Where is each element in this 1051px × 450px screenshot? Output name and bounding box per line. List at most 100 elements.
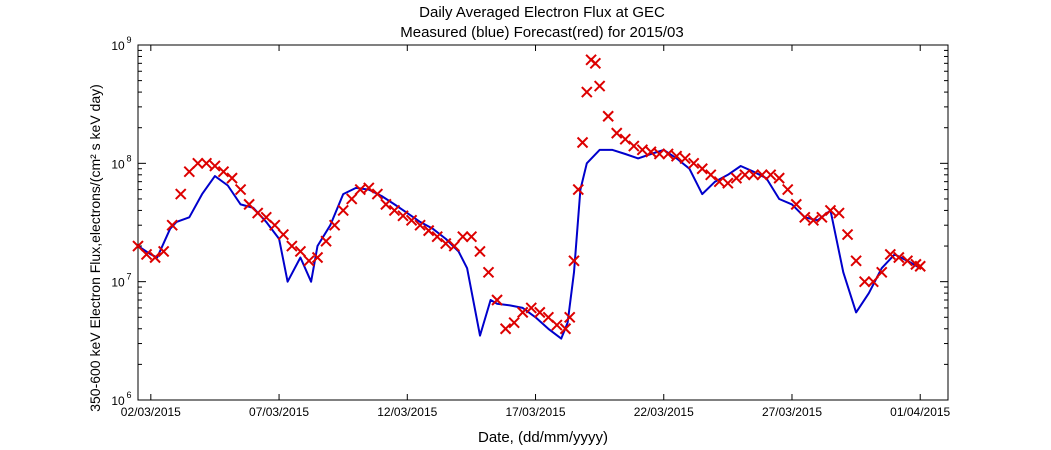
forecast-point <box>311 251 324 264</box>
forecast-point <box>363 182 375 194</box>
forecast-point <box>841 228 854 241</box>
forecast-point <box>722 177 734 189</box>
forecast-point <box>132 240 144 252</box>
y-tick-exponent: 9 <box>126 35 131 45</box>
forecast-point <box>602 110 614 122</box>
forecast-point <box>559 323 572 335</box>
forecast-point <box>380 198 392 211</box>
y-tick-exponent: 7 <box>126 272 131 282</box>
forecast-point <box>346 193 358 205</box>
series-layer <box>132 54 926 340</box>
forecast-point <box>679 152 691 165</box>
forecast-point <box>551 319 563 331</box>
x-tick-label: 02/03/2015 <box>121 405 181 419</box>
forecast-point <box>534 306 546 319</box>
forecast-point <box>482 266 495 279</box>
forecast-point <box>807 214 820 227</box>
chart-subtitle: Measured (blue) Forecast(red) for 2015/0… <box>400 24 683 41</box>
x-tick-label: 12/03/2015 <box>377 405 437 419</box>
forecast-point <box>696 163 708 175</box>
forecast-point <box>405 214 418 227</box>
forecast-point <box>568 255 580 267</box>
forecast-point <box>593 80 606 92</box>
forecast-point <box>397 210 409 222</box>
x-tick-label: 17/03/2015 <box>505 405 565 419</box>
forecast-point <box>867 275 879 288</box>
y-tick-exponent: 8 <box>126 153 131 163</box>
forecast-point <box>739 169 751 181</box>
forecast-point <box>730 172 743 184</box>
y-tick-label: 10 <box>111 157 125 171</box>
forecast-point <box>166 219 178 231</box>
forecast-point <box>251 207 264 219</box>
forecast-point <box>876 266 888 279</box>
forecast-point <box>388 204 401 217</box>
forecast-point <box>149 251 161 264</box>
forecast-point <box>628 140 640 152</box>
forecast-point <box>705 169 717 181</box>
measured-series-line <box>137 148 921 340</box>
forecast-point <box>192 157 204 170</box>
forecast-point <box>200 157 213 170</box>
forecast-point <box>414 219 426 231</box>
forecast-point <box>884 248 897 261</box>
y-tick-label: 10 <box>111 394 125 408</box>
forecast-point <box>816 211 828 223</box>
forecast-point <box>581 86 593 98</box>
forecast-point <box>226 172 238 184</box>
y-tick-label: 10 <box>111 39 125 53</box>
forecast-point <box>328 219 341 231</box>
x-axis: 02/03/2015 07/03/2015 12/03/2015 17/03/2015… <box>121 45 951 419</box>
forecast-point <box>474 245 486 258</box>
forecast-point <box>636 144 649 156</box>
forecast-point <box>217 165 230 178</box>
forecast-point <box>790 198 802 211</box>
forecast-point <box>589 57 602 70</box>
forecast-point <box>303 255 315 267</box>
forecast-point <box>457 230 469 243</box>
forecast-point <box>175 188 187 200</box>
forecast-point <box>448 240 461 252</box>
forecast-point <box>687 157 700 170</box>
forecast-point <box>431 230 443 243</box>
forecast-point <box>243 198 255 211</box>
forecast-point <box>422 224 435 237</box>
forecast-point <box>764 169 777 181</box>
forecast-point <box>645 146 657 158</box>
forecast-point <box>269 219 281 231</box>
forecast-point <box>499 323 512 335</box>
forecast-point <box>354 183 366 196</box>
forecast-point <box>440 237 452 250</box>
chart-title: Daily Averaged Electron Flux at GEC <box>419 4 665 21</box>
forecast-point <box>662 148 674 160</box>
x-axis-label: Date, (dd/mm/yyyy) <box>478 429 608 446</box>
forecast-point <box>140 248 153 261</box>
forecast-point <box>525 302 537 314</box>
forecast-point <box>799 211 811 223</box>
forecast-point <box>756 169 768 181</box>
forecast-point <box>286 240 298 252</box>
x-tick-label: 27/03/2015 <box>762 405 822 419</box>
forecast-point <box>508 316 520 329</box>
y-tick-exponent: 6 <box>126 390 131 400</box>
forecast-point <box>209 160 221 172</box>
x-tick-label: 01/04/2015 <box>890 405 950 419</box>
x-tick-label: 07/03/2015 <box>249 405 309 419</box>
forecast-point <box>564 311 576 323</box>
forecast-point <box>850 255 862 267</box>
forecast-point <box>893 251 905 264</box>
forecast-point <box>294 245 307 258</box>
forecast-point <box>234 183 247 196</box>
forecast-point <box>320 235 332 247</box>
forecast-point <box>465 230 478 243</box>
forecast-point <box>713 175 726 188</box>
forecast-point <box>516 306 529 319</box>
forecast-point <box>619 133 631 145</box>
forecast-point <box>773 172 785 184</box>
forecast-point <box>858 275 871 288</box>
forecast-series <box>132 54 926 335</box>
forecast-point <box>824 204 837 217</box>
forecast-point <box>157 245 170 258</box>
